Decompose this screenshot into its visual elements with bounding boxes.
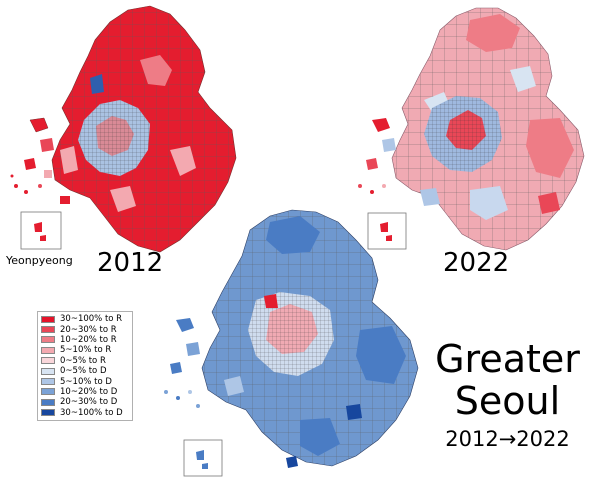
legend-item: 5~10% to D [41, 376, 129, 387]
map-2022 [358, 7, 585, 251]
legend-label: 5~10% to D [60, 376, 112, 387]
map-2012 [10, 5, 237, 253]
map-change [164, 209, 419, 477]
legend-item: 10~20% to R [41, 335, 129, 345]
legend-label: 0~5% to R [60, 355, 106, 366]
legend-item: 30~100% to D [41, 408, 129, 418]
legend-swatch [41, 315, 55, 323]
legend-item: 0~5% to R [41, 356, 129, 366]
legend-item: 0~5% to D [41, 366, 129, 376]
inset-label-yeonpyeong: Yeonpyeong [6, 254, 73, 267]
legend-swatch [41, 336, 55, 344]
legend-label: 20~30% to R [60, 324, 117, 335]
legend-label: 10~20% to R [60, 334, 117, 345]
year-label-2012: 2012 [97, 248, 164, 278]
legend-item: 20~30% to R [41, 324, 129, 335]
legend-label: 20~30% to D [60, 397, 118, 408]
legend-swatch [41, 326, 55, 334]
legend-item: 20~30% to D [41, 397, 129, 407]
legend-swatch [41, 398, 55, 406]
legend-label: 0~5% to D [60, 366, 107, 377]
title-line-1: Greater [435, 337, 580, 381]
title-line-3: 2012→2022 [445, 427, 570, 451]
legend-label: 10~20% to D [60, 386, 118, 397]
legend-swatch [41, 367, 55, 375]
legend-swatch [41, 357, 55, 365]
legend-swatch [41, 346, 55, 354]
legend-label: 5~10% to R [60, 345, 112, 356]
year-label-2022: 2022 [443, 248, 510, 278]
legend-item: 5~10% to R [41, 345, 129, 355]
legend-item: 10~20% to D [41, 387, 129, 397]
legend-item: 30~100% to R [41, 314, 129, 324]
legend-swatch [41, 409, 55, 417]
title-line-2: Seoul [454, 379, 561, 423]
legend-swatch [41, 378, 55, 386]
legend-swatch [41, 388, 55, 396]
legend: 30~100% to R 20~30% to R 10~20% to R 5~10% … [37, 311, 133, 421]
legend-label: 30~100% to D [60, 407, 123, 418]
title-block: Greater Seoul 2012→2022 [420, 338, 595, 454]
legend-label: 30~100% to R [60, 314, 123, 325]
